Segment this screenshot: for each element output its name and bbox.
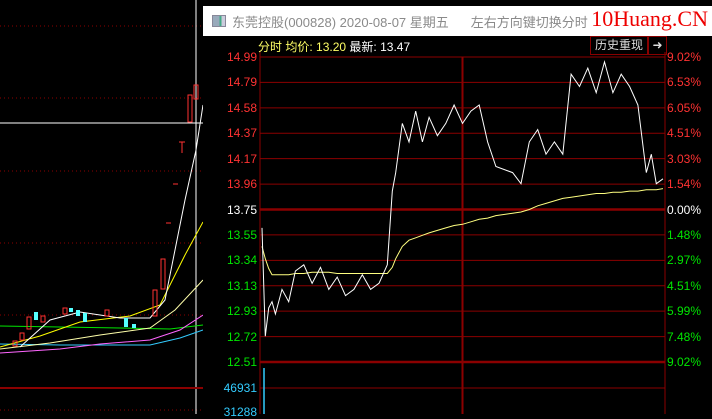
percent-tick: 5.99% — [667, 304, 702, 319]
watermark-logo: 10Huang.CN — [591, 6, 708, 31]
price-tick: 13.55 — [226, 227, 257, 242]
price-tick: 14.37 — [226, 126, 257, 141]
background-kline-chart — [0, 0, 203, 414]
percent-tick: 2.97% — [667, 253, 702, 268]
percent-tick: 7.48% — [667, 329, 702, 344]
intraday-popup-window: 东莞控股(000828) 2020-08-07 星期五 左右方向键切换分时 10… — [203, 6, 712, 419]
percent-tick: 9.02% — [667, 355, 702, 369]
price-tick: 14.17 — [226, 151, 257, 166]
volume-tick: 31288 — [223, 405, 257, 419]
price-tick: 14.79 — [226, 75, 257, 90]
avg-label: 均价: — [285, 40, 313, 54]
window-title: 东莞控股(000828) 2020-08-07 星期五 — [232, 14, 449, 30]
last-value: 13.47 — [380, 40, 411, 54]
price-tick: 13.75 — [226, 202, 257, 217]
window-app-icon — [212, 15, 226, 27]
volume-tick: 46931 — [223, 381, 257, 395]
history-replay-button[interactable]: 历史重现 — [590, 36, 648, 55]
info-row: 分时 均价: 13.20 最新: 13.47 — [258, 38, 410, 55]
percent-tick: 6.53% — [667, 75, 702, 90]
percent-tick: 1.54% — [667, 177, 702, 192]
price-tick: 13.13 — [226, 278, 257, 293]
navigation-hint: 左右方向键切换分时 — [470, 14, 588, 30]
percent-tick: 4.51% — [667, 278, 702, 293]
intraday-chart[interactable] — [203, 6, 712, 414]
price-tick: 12.51 — [226, 355, 257, 369]
percent-tick: 0.00% — [667, 202, 702, 217]
avg-value: 13.20 — [316, 40, 347, 54]
price-tick: 13.34 — [226, 253, 257, 268]
percent-tick: 9.02% — [667, 50, 702, 64]
title-bar: 东莞控股(000828) 2020-08-07 星期五 左右方向键切换分时 10… — [203, 6, 712, 36]
percent-tick: 1.48% — [667, 227, 702, 242]
arrow-right-bar-icon[interactable]: ➜ — [648, 36, 667, 55]
price-tick: 14.99 — [226, 50, 257, 64]
price-tick: 13.96 — [226, 177, 257, 192]
price-tick: 12.72 — [226, 329, 257, 344]
price-tick: 14.58 — [226, 100, 257, 115]
percent-tick: 3.03% — [667, 151, 702, 166]
price-line — [261, 59, 664, 337]
last-label: 最新: — [349, 40, 377, 54]
mode-label: 分时 — [258, 40, 283, 54]
average-price-line — [261, 188, 664, 276]
percent-tick: 6.05% — [667, 100, 702, 115]
percent-tick: 4.51% — [667, 126, 702, 141]
price-tick: 12.93 — [226, 304, 257, 319]
